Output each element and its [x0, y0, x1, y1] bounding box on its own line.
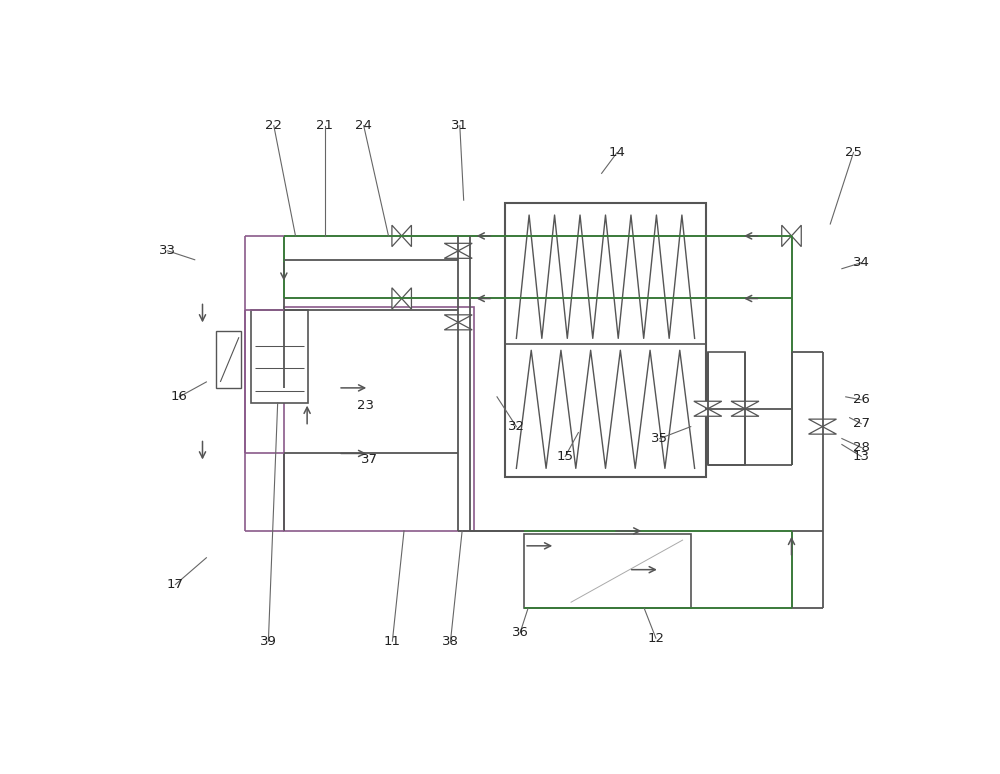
Text: 26: 26	[853, 393, 870, 406]
Bar	[251, 310, 308, 402]
Text: 12: 12	[647, 632, 664, 645]
Polygon shape	[444, 243, 472, 251]
Polygon shape	[809, 426, 836, 434]
Text: 27: 27	[853, 417, 870, 430]
Bar	[505, 203, 706, 478]
Text: 37: 37	[361, 453, 378, 466]
Text: 36: 36	[512, 625, 529, 639]
Text: 24: 24	[355, 119, 372, 132]
Text: 39: 39	[260, 635, 277, 648]
Text: 34: 34	[853, 256, 870, 269]
Text: 13: 13	[853, 450, 870, 463]
Text: 25: 25	[845, 146, 862, 159]
Polygon shape	[694, 409, 722, 416]
Polygon shape	[694, 401, 722, 409]
Bar	[524, 534, 691, 608]
Polygon shape	[444, 251, 472, 259]
Text: 31: 31	[451, 119, 468, 132]
Polygon shape	[444, 315, 472, 322]
Text: 22: 22	[265, 119, 282, 132]
Bar	[216, 331, 241, 388]
Text: 38: 38	[442, 635, 459, 648]
Bar	[284, 307, 474, 531]
Polygon shape	[809, 419, 836, 426]
Bar	[708, 352, 745, 465]
Polygon shape	[782, 225, 792, 247]
Text: 15: 15	[557, 450, 574, 463]
Text: 33: 33	[159, 245, 176, 257]
Polygon shape	[402, 288, 411, 310]
Text: 21: 21	[316, 119, 333, 132]
Text: 23: 23	[357, 399, 374, 413]
Text: 32: 32	[508, 420, 525, 433]
Polygon shape	[402, 225, 411, 247]
Text: 14: 14	[609, 146, 626, 159]
Polygon shape	[392, 225, 402, 247]
Polygon shape	[792, 225, 801, 247]
Polygon shape	[444, 322, 472, 330]
Text: 28: 28	[853, 441, 870, 454]
Text: 11: 11	[384, 635, 401, 648]
Text: 35: 35	[651, 432, 668, 445]
Text: 17: 17	[167, 578, 184, 591]
Polygon shape	[392, 288, 402, 310]
Polygon shape	[731, 409, 759, 416]
Text: 16: 16	[171, 390, 188, 403]
Polygon shape	[731, 401, 759, 409]
